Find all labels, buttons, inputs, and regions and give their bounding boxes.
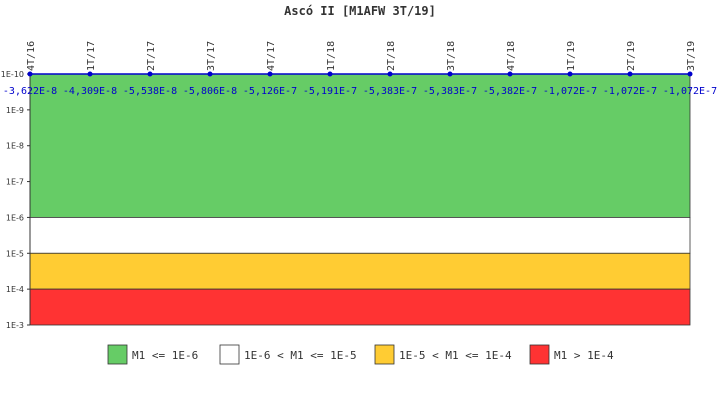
- x-tick-label: 1T/19: [566, 41, 577, 71]
- data-label: -5,126E-7: [243, 86, 297, 97]
- y-tick-label: 1E-7: [6, 178, 24, 187]
- legend-label: 1E-5 < M1 <= 1E-4: [399, 349, 512, 362]
- x-tick-label: 1T/17: [86, 41, 97, 71]
- data-labels: -3,622E-8 -4,309E-8 -5,538E-8 -5,806E-8 -5,1…: [3, 86, 717, 97]
- x-tick-label: 4T/17: [266, 41, 277, 71]
- data-label: -5,383E-7: [423, 86, 477, 97]
- data-label: -1,072E-7: [603, 86, 657, 97]
- threshold-bands: [29, 73, 691, 326]
- data-point: [207, 71, 213, 77]
- legend-swatch: [374, 344, 395, 365]
- x-tick-label: 2T/17: [146, 41, 157, 71]
- y-tick-label: 1E-3: [6, 321, 24, 330]
- x-tick-label: 4T/16: [26, 41, 37, 71]
- data-label: -5,382E-7: [483, 86, 537, 97]
- legend: M1 <= 1E-6 1E-6 < M1 <= 1E-5 1E-5 < M1 <= …: [107, 344, 614, 365]
- data-point: [147, 71, 153, 77]
- data-series: [27, 71, 693, 77]
- data-label: -5,538E-8: [123, 86, 177, 97]
- legend-swatch: [107, 344, 128, 365]
- data-point: [267, 71, 273, 77]
- data-label: -1,072E-7: [663, 86, 717, 97]
- legend-swatch: [529, 344, 550, 365]
- data-point: [567, 71, 573, 77]
- legend-label: M1 > 1E-4: [554, 349, 614, 362]
- y-tick-label: 1E-6: [6, 213, 24, 222]
- y-tick-label: 1E-8: [6, 142, 24, 151]
- x-tick-label: 3T/19: [686, 41, 697, 71]
- data-label: -3,622E-8: [3, 86, 57, 97]
- data-label: -4,309E-8: [63, 86, 117, 97]
- data-point: [687, 71, 693, 77]
- legend-label: 1E-6 < M1 <= 1E-5: [244, 349, 357, 362]
- band-1: [29, 217, 691, 254]
- x-tick-label: 2T/18: [386, 41, 397, 71]
- y-tick-label: 1E-5: [6, 249, 24, 258]
- data-label: -5,383E-7: [363, 86, 417, 97]
- legend-swatch: [219, 344, 240, 365]
- x-tick-label: 4T/18: [506, 41, 517, 71]
- data-point: [327, 71, 333, 77]
- band-2: [29, 252, 691, 290]
- x-tick-label: 1T/18: [326, 41, 337, 71]
- x-tick-label: 3T/18: [446, 41, 457, 71]
- legend-label: M1 <= 1E-6: [132, 349, 198, 362]
- band-0: [29, 73, 691, 218]
- band-3: [29, 288, 691, 326]
- y-tick-label: 1E-9: [6, 106, 24, 115]
- y-tick-label: 1E-10: [1, 70, 24, 79]
- data-point: [627, 71, 633, 77]
- data-point: [507, 71, 513, 77]
- x-tick-label: 3T/17: [206, 41, 217, 71]
- y-tick-labels: 1E-10 1E-9 1E-8 1E-7 1E-6 1E-5 1E-4 1E-3: [1, 70, 24, 330]
- axes: [27, 73, 31, 326]
- data-point: [387, 71, 393, 77]
- x-tick-label: 2T/19: [626, 41, 637, 71]
- data-label: -5,191E-7: [303, 86, 357, 97]
- data-label: -1,072E-7: [543, 86, 597, 97]
- data-point: [447, 71, 453, 77]
- y-tick-label: 1E-4: [6, 285, 24, 294]
- data-label: -5,806E-8: [183, 86, 237, 97]
- x-tick-labels: 4T/16 1T/17 2T/17 3T/17 4T/17 1T/18 2T/18 3T/18…: [26, 41, 697, 71]
- data-point: [87, 71, 93, 77]
- chart-title: Ascó II [M1AFW 3T/19]: [284, 4, 436, 18]
- data-point: [27, 71, 33, 77]
